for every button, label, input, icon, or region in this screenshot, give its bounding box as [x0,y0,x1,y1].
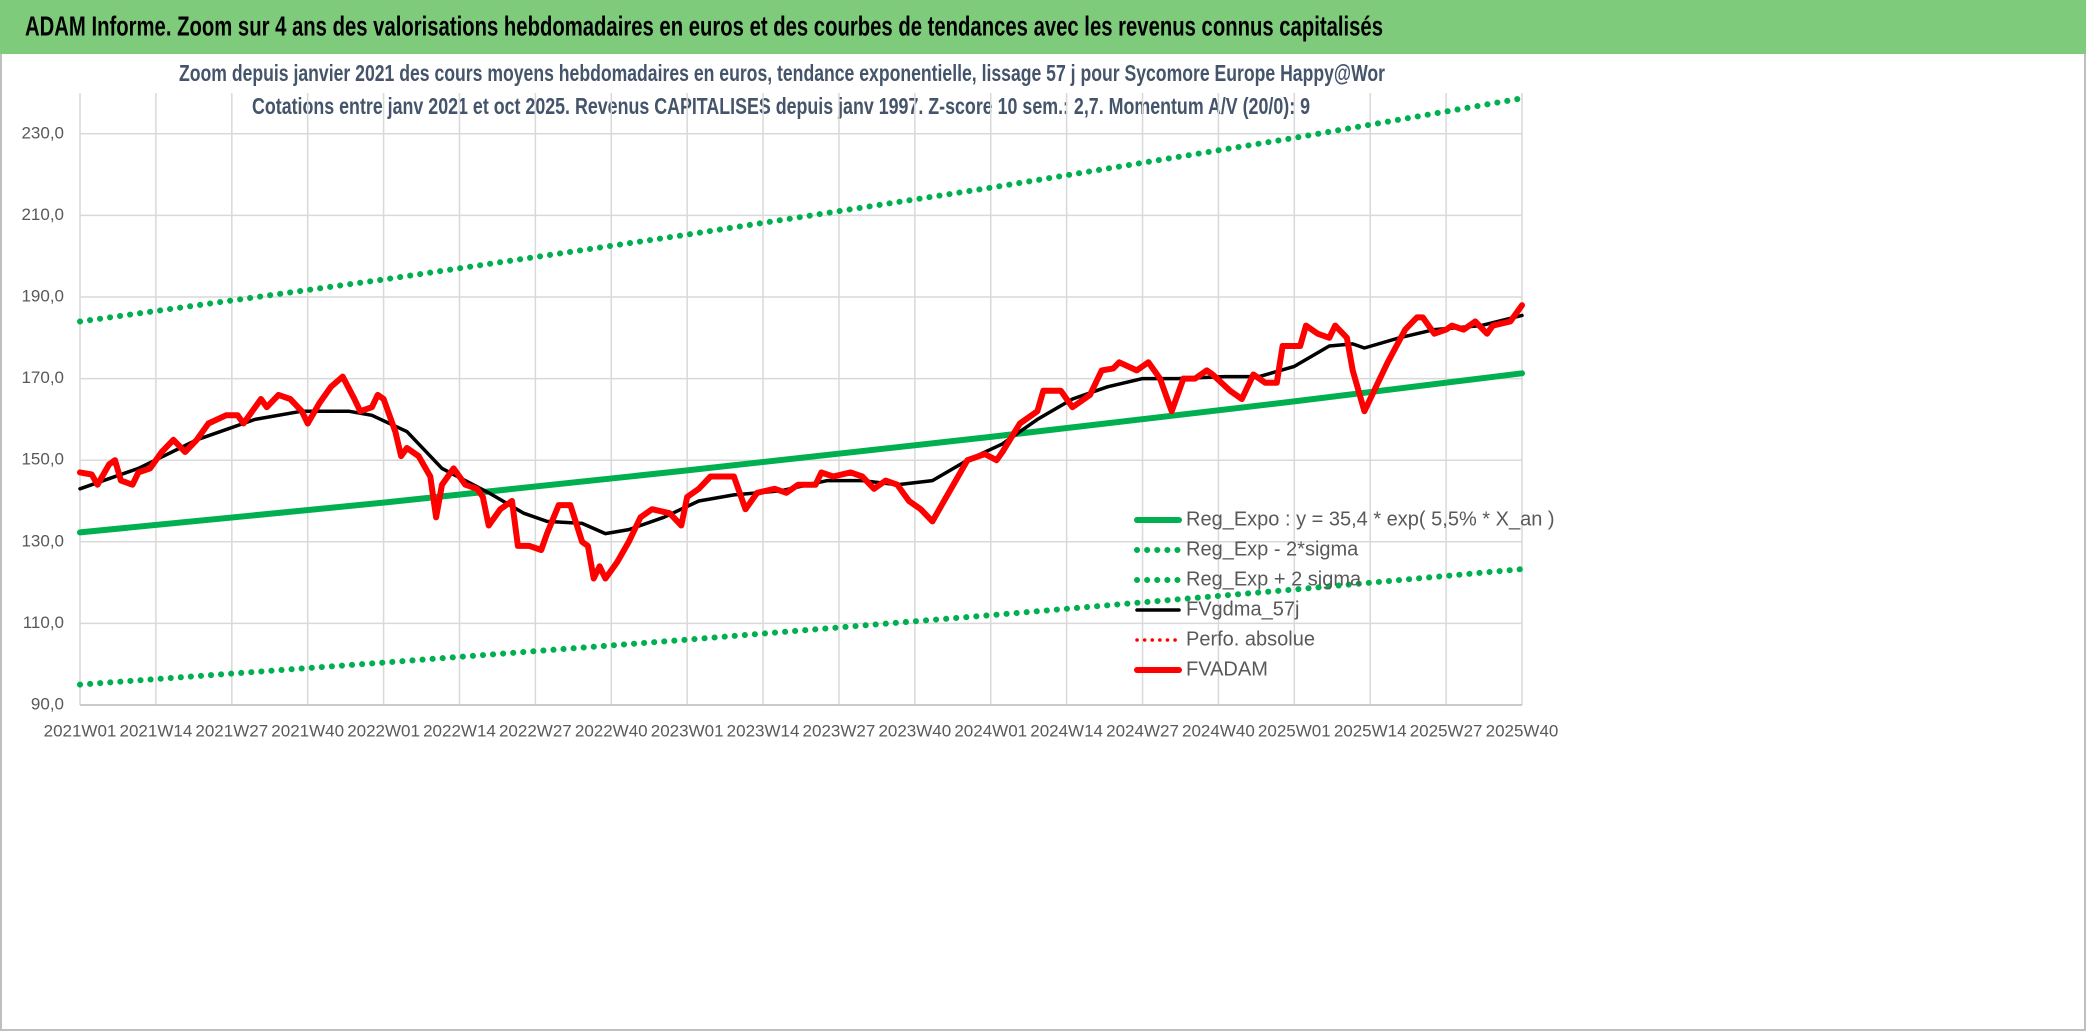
y-tick-label: 90,0 [31,694,64,713]
legend-label: FVgdma_57j [1186,598,1299,620]
legend-label: Reg_Expo : y = 35,4 * exp( 5,5% * X_an ) [1186,508,1555,530]
legend-label: Reg_Exp - 2*sigma [1186,538,1359,560]
chart-title: Zoom depuis janvier 2021 des cours moyen… [179,60,1385,86]
y-tick-label: 110,0 [23,613,64,632]
x-tick-label: 2024W01 [954,721,1027,740]
x-tick-label: 2021W27 [195,721,268,740]
banner-background [0,0,2086,54]
x-tick-label: 2025W14 [1334,721,1407,740]
x-tick-label: 2023W01 [651,721,724,740]
legend: Reg_Expo : y = 35,4 * exp( 5,5% * X_an )… [1134,508,1555,680]
legend-label: Reg_Exp + 2 sigma [1186,568,1362,590]
y-tick-label: 210,0 [21,205,64,224]
y-tick-label: 170,0 [21,368,64,387]
x-tick-label: 2021W01 [44,721,117,740]
banner-title: ADAM Informe. Zoom sur 4 ans des valoris… [25,10,1383,41]
y-tick-label: 190,0 [21,286,64,305]
x-tick-label: 2025W40 [1486,721,1559,740]
x-tick-label: 2022W27 [499,721,572,740]
x-tick-label: 2021W40 [271,721,344,740]
chart-subtitle: Cotations entre janv 2021 et oct 2025. R… [252,93,1310,119]
x-tick-label: 2023W27 [803,721,876,740]
x-tick-label: 2021W14 [120,721,193,740]
y-tick-label: 130,0 [21,531,64,550]
x-tick-label: 2024W14 [1030,721,1103,740]
series-line [77,302,1525,582]
grid: 90,0 110,0 130,0 150,0 170,0 190,0 210,0 230,0 2… [21,93,1558,740]
x-tick-label: 2024W27 [1106,721,1179,740]
x-tick-label: 2024W40 [1182,721,1255,740]
plot [77,95,1525,688]
x-tick-label: 2022W14 [423,721,496,740]
x-tick-label: 2025W01 [1258,721,1331,740]
x-tick-label: 2022W01 [347,721,420,740]
y-tick-label: 230,0 [21,123,64,142]
series-line [77,566,1525,688]
legend-label: FVADAM [1186,658,1268,680]
x-tick-label: 2025W27 [1410,721,1483,740]
series-line [77,95,1525,325]
x-tick-label: 2023W40 [878,721,951,740]
y-tick-label: 150,0 [21,450,64,469]
x-tick-label: 2023W14 [727,721,800,740]
x-tick-label: 2022W40 [575,721,648,740]
legend-label: Perfo. absolue [1186,628,1315,650]
series-line [77,370,1525,536]
